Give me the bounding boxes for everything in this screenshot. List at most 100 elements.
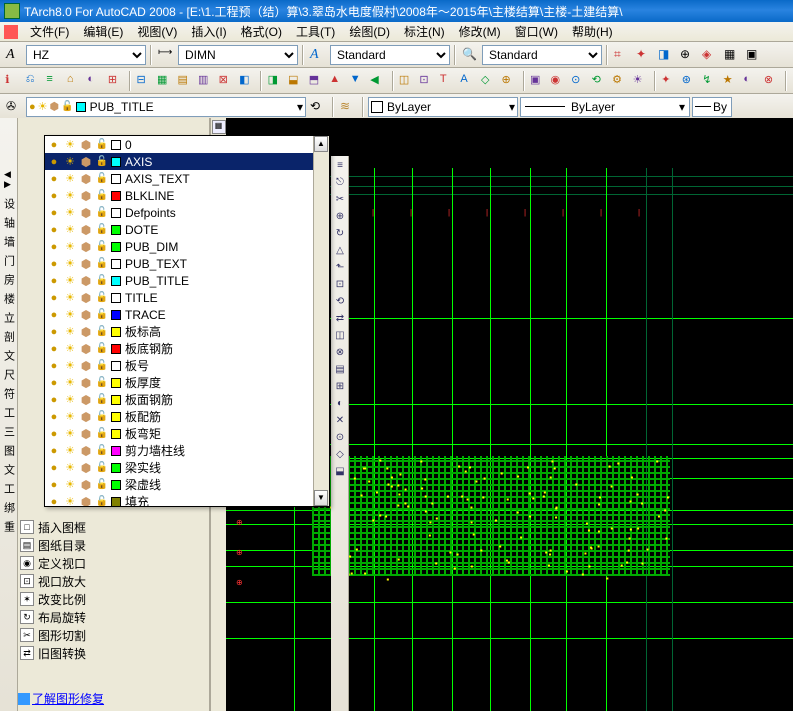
draw-tool-7[interactable]: ▦ [156, 71, 175, 91]
draw-tool-4[interactable]: ◐ [86, 71, 105, 91]
color-swatch[interactable] [111, 157, 121, 167]
layer-scrollbar[interactable]: ▲ ▼ [313, 136, 329, 506]
modify-tool-1[interactable]: ⎋ [332, 174, 348, 190]
bulb-icon[interactable]: ● [47, 189, 61, 203]
draw-tool-29[interactable]: ☀ [631, 71, 650, 91]
draw-tool-19[interactable]: ⊡ [418, 71, 437, 91]
palette-tab-15[interactable]: 工 [1, 481, 17, 496]
dyn-icon[interactable]: ▣ [744, 45, 764, 65]
draw-tool-0[interactable]: ℹ [4, 71, 23, 91]
vp-freeze-icon[interactable]: ⬢ [79, 206, 93, 220]
freeze-icon[interactable]: ☀ [63, 478, 77, 492]
bulb-icon[interactable]: ● [47, 291, 61, 305]
modify-tool-3[interactable]: ⊕ [332, 208, 348, 224]
palette-tab-1[interactable]: 轴 [1, 215, 17, 230]
bulb-icon[interactable]: ● [47, 478, 61, 492]
freeze-icon[interactable]: ☀ [63, 393, 77, 407]
bulb-icon[interactable]: ● [47, 376, 61, 390]
color-swatch[interactable] [111, 480, 121, 490]
freeze-icon[interactable]: ☀ [63, 444, 77, 458]
color-swatch[interactable] [111, 140, 121, 150]
freeze-icon[interactable]: ☀ [63, 325, 77, 339]
draw-tool-32[interactable]: ↯ [701, 71, 720, 91]
textstyle2-icon[interactable]: A [308, 45, 328, 65]
layer-row[interactable]: ●☀⬢🔓TRACE [45, 306, 329, 323]
bulb-icon[interactable]: ● [47, 359, 61, 373]
table-style-combo[interactable]: Standard [482, 45, 602, 65]
palette-tab-9[interactable]: 尺 [1, 367, 17, 382]
vp-freeze-icon[interactable]: ⬢ [79, 274, 93, 288]
layer-row[interactable]: ●☀⬢🔓板厚度 [45, 374, 329, 391]
modify-tool-6[interactable]: ⬑ [332, 259, 348, 275]
layer-row[interactable]: ●☀⬢🔓梁实线 [45, 459, 329, 476]
lock-icon[interactable]: 🔓 [95, 359, 109, 373]
side-cmd-6[interactable]: ✂图形切割 [20, 626, 207, 644]
side-cmd-4[interactable]: ✶改变比例 [20, 590, 207, 608]
menu-window[interactable]: 窗口(W) [509, 21, 564, 42]
bulb-icon[interactable]: ● [47, 155, 61, 169]
freeze-icon[interactable]: ☀ [63, 342, 77, 356]
layer-row[interactable]: ●☀⬢🔓剪力墙柱线 [45, 442, 329, 459]
freeze-icon[interactable]: ☀ [63, 410, 77, 424]
menu-file[interactable]: 文件(F) [24, 21, 75, 42]
draw-tool-9[interactable]: ▥ [197, 71, 216, 91]
palette-tab-14[interactable]: 文 [1, 462, 17, 477]
freeze-icon[interactable]: ☀ [63, 359, 77, 373]
modify-tool-13[interactable]: ⊞ [332, 378, 348, 394]
side-cmd-5[interactable]: ↻布局旋转 [20, 608, 207, 626]
lock-icon[interactable]: 🔓 [95, 189, 109, 203]
lock-icon[interactable]: 🔓 [95, 308, 109, 322]
layer-row[interactable]: ●☀⬢🔓TITLE [45, 289, 329, 306]
freeze-icon[interactable]: ☀ [63, 427, 77, 441]
scroll-down-icon[interactable]: ▼ [314, 490, 328, 506]
layer-row[interactable]: ●☀⬢🔓板配筋 [45, 408, 329, 425]
freeze-icon[interactable]: ☀ [63, 376, 77, 390]
draw-tool-10[interactable]: ⊠ [217, 71, 236, 91]
dim-style-combo[interactable]: DIMN [178, 45, 298, 65]
menu-view[interactable]: 视图(V) [131, 21, 183, 42]
layer-row[interactable]: ●☀⬢🔓板弯矩 [45, 425, 329, 442]
draw-tool-2[interactable]: ≡ [45, 71, 64, 91]
vp-freeze-icon[interactable]: ⬢ [79, 461, 93, 475]
menu-insert[interactable]: 插入(I) [185, 21, 232, 42]
palette-tab-4[interactable]: 房 [1, 272, 17, 287]
palette-tab-13[interactable]: 图 [1, 443, 17, 458]
draw-tool-8[interactable]: ▤ [176, 71, 195, 91]
snap-icon[interactable]: ✦ [634, 45, 654, 65]
lock-icon[interactable]: 🔓 [95, 138, 109, 152]
palette-tab-7[interactable]: 剖 [1, 329, 17, 344]
palette-tab-0[interactable]: 设 [1, 196, 17, 211]
draw-tool-31[interactable]: ⊛ [680, 71, 699, 91]
draw-tool-16[interactable]: ▼ [349, 71, 368, 91]
bulb-icon[interactable]: ● [47, 138, 61, 152]
side-cmd-1[interactable]: ▤图纸目录 [20, 536, 207, 554]
lock-icon[interactable]: 🔓 [95, 495, 109, 508]
text-style-combo[interactable]: Standard [330, 45, 450, 65]
vp-freeze-icon[interactable]: ⬢ [79, 291, 93, 305]
menu-modify[interactable]: 修改(M) [453, 21, 507, 42]
font-style-combo[interactable]: HZ [26, 45, 146, 65]
modify-tool-16[interactable]: ⊙ [332, 429, 348, 445]
side-cmd-2[interactable]: ◉定义视口 [20, 554, 207, 572]
draw-tool-25[interactable]: ◉ [549, 71, 568, 91]
bulb-icon[interactable]: ● [47, 342, 61, 356]
modify-tool-5[interactable]: △ [332, 242, 348, 258]
draw-tool-35[interactable]: ⊗ [763, 71, 782, 91]
color-swatch[interactable] [111, 174, 121, 184]
freeze-icon[interactable]: ☀ [63, 223, 77, 237]
bulb-icon[interactable]: ● [47, 393, 61, 407]
lock-icon[interactable]: 🔓 [95, 393, 109, 407]
draw-tool-3[interactable]: ⌂ [66, 71, 85, 91]
color-swatch[interactable] [111, 276, 121, 286]
modify-tool-2[interactable]: ✂ [332, 191, 348, 207]
palette-tab-10[interactable]: 符 [1, 386, 17, 401]
draw-tool-30[interactable]: ✦ [660, 71, 679, 91]
scroll-up-icon[interactable]: ▲ [314, 136, 328, 152]
lock-icon[interactable]: 🔓 [95, 291, 109, 305]
freeze-icon[interactable]: ☀ [63, 189, 77, 203]
vp-freeze-icon[interactable]: ⬢ [79, 325, 93, 339]
vp-freeze-icon[interactable]: ⬢ [79, 172, 93, 186]
palette-tab-16[interactable]: 绑 [1, 500, 17, 515]
modify-tool-11[interactable]: ⊗ [332, 344, 348, 360]
freeze-icon[interactable]: ☀ [63, 274, 77, 288]
